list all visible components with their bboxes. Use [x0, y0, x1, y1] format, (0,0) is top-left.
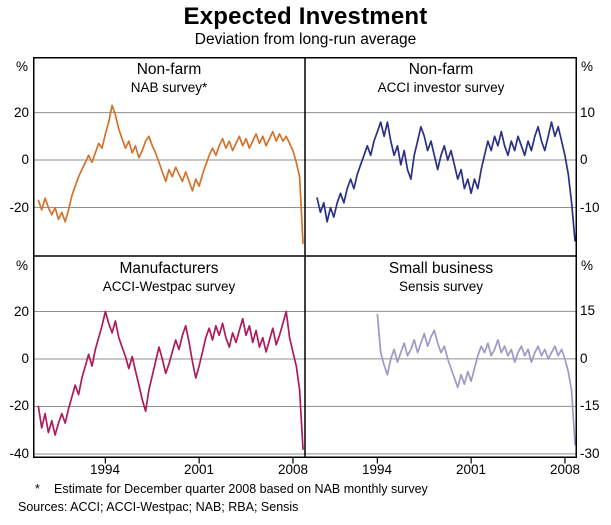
- y-tick-label: 0: [21, 351, 29, 366]
- y-tick-label: 10: [580, 105, 596, 120]
- chart-canvas: [33, 57, 577, 464]
- panel-title-nonfarm-acci: Non-farm ACCI investor survey: [305, 60, 577, 96]
- y-tick-label: -10: [580, 200, 600, 215]
- x-tick-label: 1994: [89, 462, 121, 477]
- panel-title-manufacturers: Manufacturers ACCI-Westpac survey: [33, 259, 305, 295]
- y-axis-unit-label: %: [581, 258, 594, 273]
- panel-title-line1: Non-farm: [408, 61, 474, 78]
- panel-title-line1: Small business: [388, 260, 494, 277]
- footnote-marker: *: [35, 482, 40, 496]
- y-tick-label: -20: [9, 398, 29, 413]
- footnote: * Estimate for December quarter 2008 base…: [35, 482, 428, 496]
- y-tick-label: 0: [580, 351, 588, 366]
- chart-title: Expected Investment: [183, 3, 428, 30]
- y-tick-label: 20: [13, 105, 29, 120]
- y-tick-label: 0: [580, 152, 588, 167]
- y-tick-label: 20: [13, 304, 29, 319]
- sources: Sources: ACCI; ACCI-Westpac; NAB; RBA; S…: [18, 500, 299, 514]
- x-tick-label: 2008: [549, 462, 581, 477]
- x-tick-label: 2001: [183, 462, 215, 477]
- y-axis-unit-label: %: [581, 59, 594, 74]
- y-tick-label: -30: [580, 446, 600, 461]
- panel-title-line1: Non-farm: [136, 61, 202, 78]
- panel-title-line2: Sensis survey: [398, 279, 484, 294]
- y-axis-unit-label: %: [15, 258, 28, 273]
- panel-title-line2: NAB survey*: [130, 80, 208, 95]
- x-tick-label: 2001: [455, 462, 487, 477]
- y-tick-label: 15: [580, 303, 596, 318]
- panel-title-line2: ACCI-Westpac survey: [102, 279, 236, 294]
- y-tick-label: -20: [9, 200, 29, 215]
- x-tick-label: 2008: [277, 462, 309, 477]
- panel-title-small-business: Small business Sensis survey: [305, 259, 577, 295]
- y-tick-label: 0: [21, 152, 29, 167]
- chart-subtitle: Deviation from long-run average: [194, 31, 417, 48]
- y-axis-unit-label: %: [15, 59, 28, 74]
- x-tick-label: 1994: [361, 462, 393, 477]
- y-tick-label: -40: [9, 446, 29, 461]
- panel-title-line2: ACCI investor survey: [377, 80, 505, 95]
- panel-title-nonfarm-nab: Non-farm NAB survey*: [33, 60, 305, 96]
- y-tick-label: -15: [580, 398, 600, 413]
- footnote-text: Estimate for December quarter 2008 based…: [54, 482, 428, 496]
- panel-title-line1: Manufacturers: [119, 260, 219, 277]
